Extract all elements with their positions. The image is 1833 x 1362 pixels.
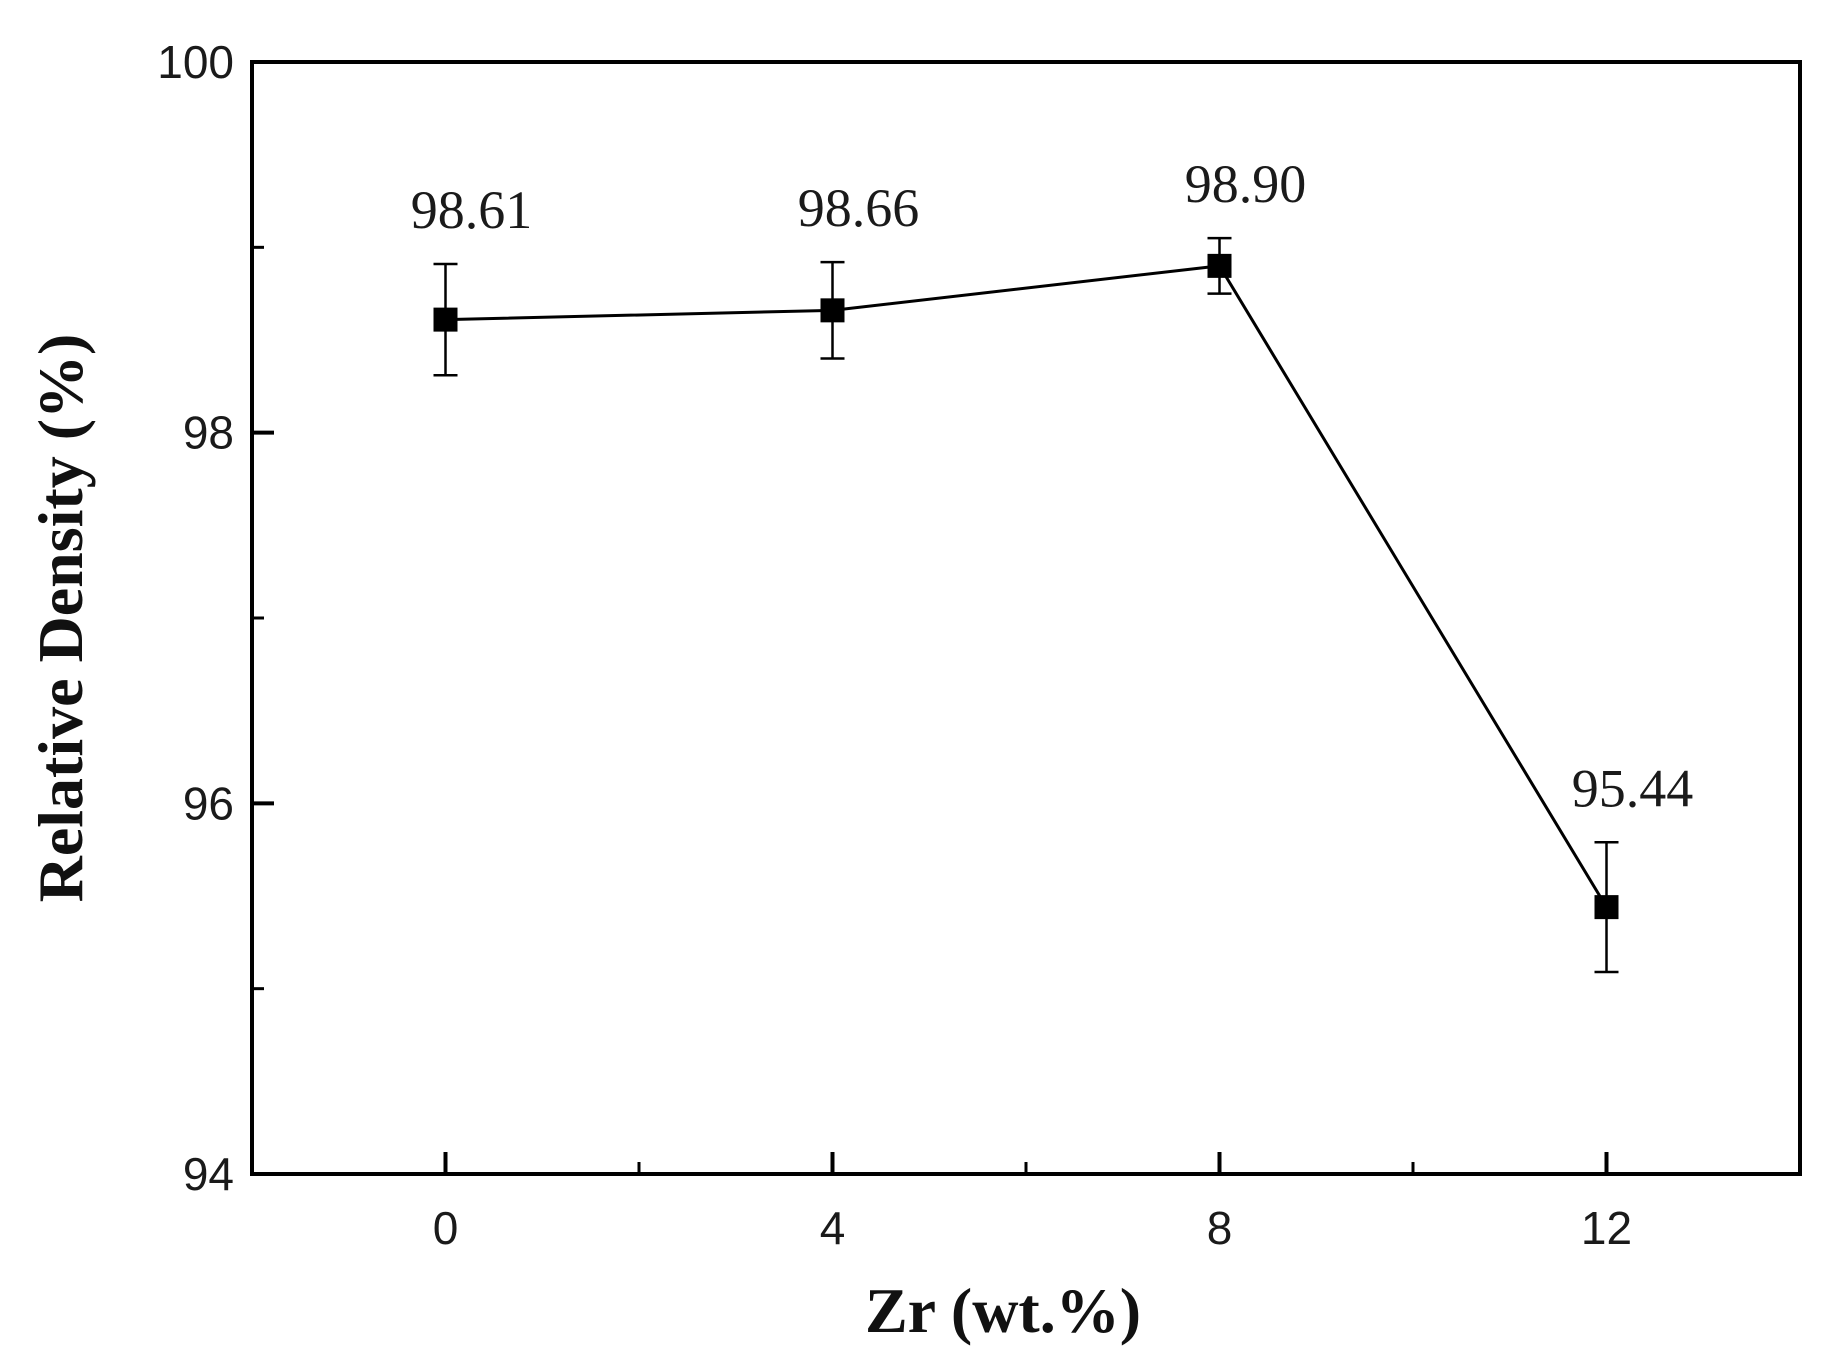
x-tick-label: 0 [433,1202,459,1254]
x-axis-ticks: 0 4 8 12 [433,1152,1632,1254]
y-axis-ticks: 94 96 98 100 [157,36,274,1200]
x-tick-label: 8 [1207,1202,1233,1254]
series-line [445,264,1608,908]
y-tick-label: 96 [183,777,234,829]
x-axis-title: Zr (wt.%) [865,1275,1141,1346]
data-markers [433,253,1619,920]
x-tick-label: 12 [1581,1202,1632,1254]
data-label: 98.90 [1185,154,1307,214]
data-point [1207,253,1232,278]
error-bars [433,236,1619,974]
y-tick-label: 100 [157,36,234,88]
y-tick-label: 94 [183,1148,234,1200]
data-point [820,298,845,323]
data-label: 95.44 [1572,758,1694,818]
data-label: 98.61 [411,180,533,240]
data-label: 98.66 [798,178,920,238]
data-point [1594,895,1619,920]
y-tick-label: 98 [183,407,234,459]
y-axis-title: Relative Density (%) [25,334,96,903]
data-labels: 98.61 98.66 98.90 95.44 [411,154,1694,818]
x-tick-label: 4 [820,1202,846,1254]
data-point [433,307,458,332]
